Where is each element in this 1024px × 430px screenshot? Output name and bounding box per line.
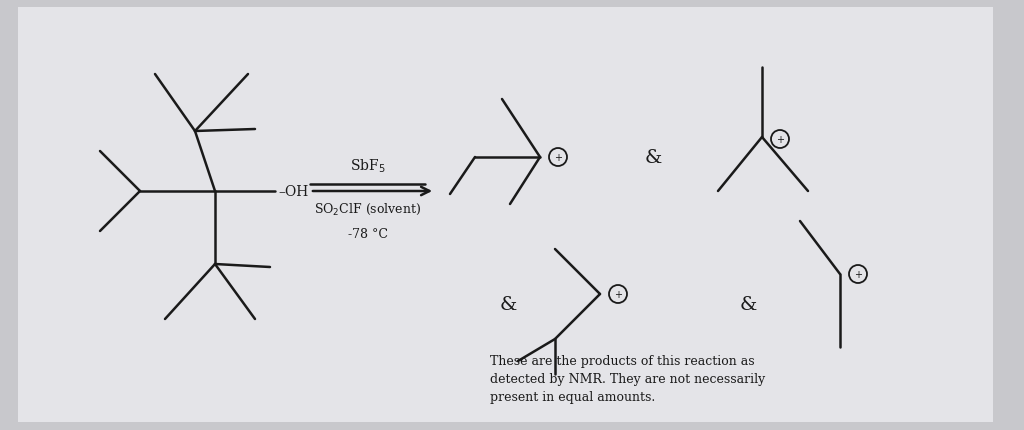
Text: +: + <box>854 269 862 280</box>
Text: +: + <box>614 289 622 299</box>
Text: +: + <box>776 135 784 144</box>
Text: SO$_2$ClF (solvent): SO$_2$ClF (solvent) <box>314 202 422 217</box>
Text: detected by NMR. They are not necessarily: detected by NMR. They are not necessaril… <box>490 372 765 385</box>
Text: +: + <box>554 153 562 163</box>
FancyBboxPatch shape <box>18 8 993 422</box>
Text: &: & <box>739 295 757 313</box>
Text: –OH: –OH <box>278 184 308 199</box>
Text: -78 °C: -78 °C <box>348 227 388 240</box>
Text: &: & <box>644 149 662 166</box>
Text: SbF$_5$: SbF$_5$ <box>350 157 386 175</box>
Text: present in equal amounts.: present in equal amounts. <box>490 390 655 403</box>
Text: &: & <box>500 295 517 313</box>
Text: These are the products of this reaction as: These are the products of this reaction … <box>490 354 755 367</box>
